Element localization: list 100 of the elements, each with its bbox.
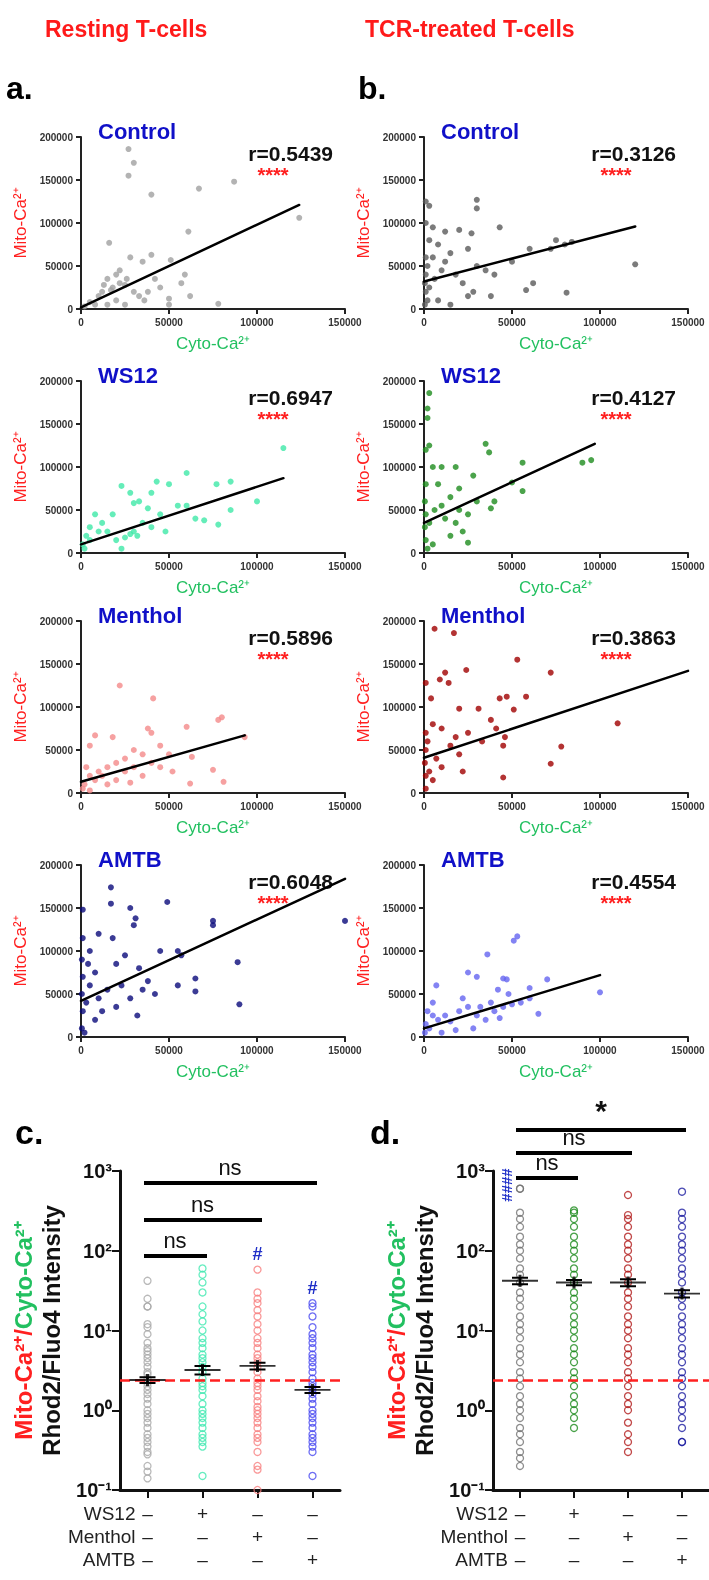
x-tick-label: + – – [196, 1503, 209, 1570]
y-tick-label: 200000 [39, 375, 74, 387]
y-tick-label: 10⁻¹ [449, 1479, 486, 1501]
annotation: **** [600, 408, 632, 430]
y-tick-label: 10² [83, 1239, 113, 1262]
x-axis-title: Cyto-Ca²⁺ [175, 818, 251, 837]
x-tick-label: 50000 [155, 316, 184, 328]
annotation: r=0.6048 [248, 869, 334, 893]
text: c. [15, 1113, 44, 1151]
x-tick-label: 150000 [328, 1044, 363, 1056]
y-tick-label: 200000 [39, 859, 74, 871]
x-tick-label: 0 [421, 800, 428, 812]
y-tick-label: 100000 [39, 461, 74, 473]
x-tick-label: 100000 [240, 800, 275, 812]
y-tick-label: 200000 [39, 615, 74, 627]
y-tick-label: 50000 [388, 260, 417, 272]
y-tick-label: 100000 [382, 461, 417, 473]
y-tick-label: 100000 [39, 217, 74, 229]
x-tick-label: 50000 [155, 560, 184, 572]
x-tick-label: 150000 [671, 316, 706, 328]
text: AMTB [82, 1549, 136, 1570]
y-axis-title: Mito-Ca²⁺ [353, 187, 373, 259]
text: a. [6, 70, 33, 106]
x-tick-label: 150000 [328, 316, 363, 328]
x-tick-label: 100000 [240, 560, 275, 572]
chart-title: Menthol [98, 602, 183, 628]
y-tick-label: 50000 [388, 744, 417, 756]
y-tick-label: 10³ [83, 1160, 113, 1182]
y-tick-label: 10⁰ [455, 1399, 485, 1422]
text: Menthol [440, 1526, 508, 1547]
annotation: r=0.4127 [591, 385, 676, 409]
y-tick-label: 200000 [382, 859, 417, 871]
chart-title: Menthol [441, 602, 526, 628]
x-axis-title: Cyto-Ca²⁺ [518, 1062, 594, 1081]
y-tick-label: 50000 [45, 260, 74, 272]
y-axis-title: Mito-Ca²⁺ [353, 915, 373, 987]
y-tick-label: 150000 [39, 902, 74, 914]
annotation: # [252, 1244, 263, 1264]
annotation: ns [190, 1192, 215, 1217]
annotation: **** [257, 408, 289, 430]
chart-title: AMTB [441, 846, 505, 872]
x-tick-label: 50000 [498, 560, 527, 572]
annotation: **** [257, 648, 289, 670]
annotation: r=0.6947 [248, 385, 333, 409]
chart-title: WS12 [441, 362, 501, 388]
x-tick-label: 100000 [583, 800, 618, 812]
chart-title: AMTB [98, 846, 162, 872]
y-tick-label: 0 [67, 1031, 74, 1043]
y-axis-title: Mito-Ca²⁺ [10, 187, 30, 259]
y-tick-label: 50000 [388, 988, 417, 1000]
text: Resting T-cells [45, 16, 208, 42]
x-tick-label: – + – [622, 1503, 634, 1570]
y-tick-label: 150000 [382, 902, 417, 914]
chart-title: Control [98, 118, 177, 144]
x-tick-label: 150000 [671, 800, 706, 812]
y-tick-label: 0 [67, 787, 74, 799]
annotation: ns [218, 1155, 242, 1180]
x-tick-label: 150000 [671, 560, 706, 572]
x-axis-title: Cyto-Ca²⁺ [175, 1062, 251, 1081]
x-tick-label: 150000 [671, 1044, 706, 1056]
x-tick-label: 0 [421, 316, 428, 328]
annotation: ns [535, 1150, 559, 1175]
x-tick-label: – – – [142, 1503, 154, 1570]
annotation: r=0.5896 [248, 625, 333, 649]
y-tick-label: 10¹ [83, 1319, 113, 1342]
annotation: **** [600, 164, 632, 186]
annotation: **** [600, 648, 632, 670]
text: b. [358, 70, 387, 106]
x-axis-title: Cyto-Ca²⁺ [518, 578, 594, 597]
y-tick-label: 150000 [382, 658, 417, 670]
x-tick-label: 100000 [583, 560, 618, 572]
y-tick-label: 10⁰ [82, 1399, 112, 1422]
y-axis-title: Mito-Ca²⁺ [353, 671, 373, 743]
y-tick-label: 100000 [382, 701, 417, 713]
text: WS12 [456, 1503, 508, 1524]
x-tick-label: 100000 [583, 1044, 618, 1056]
x-tick-label: 150000 [328, 800, 363, 812]
x-tick-label: 0 [421, 560, 428, 572]
y-tick-label: 0 [67, 303, 74, 315]
y-tick-label: 10³ [456, 1160, 486, 1182]
y-axis-title: Mito-Ca²⁺ [10, 915, 30, 987]
annotation: r=0.3126 [591, 141, 676, 165]
annotation: # [307, 1278, 318, 1298]
x-axis-title: Cyto-Ca²⁺ [175, 334, 251, 353]
y-tick-label: 100000 [382, 945, 417, 957]
y-tick-label: 0 [410, 1031, 417, 1043]
x-axis-title: Cyto-Ca²⁺ [518, 334, 594, 353]
text: WS12 [83, 1503, 136, 1524]
x-tick-label: 0 [421, 1044, 428, 1056]
y-tick-label: 150000 [39, 174, 74, 186]
y-tick-label: 0 [410, 547, 417, 559]
y-tick-label: 200000 [382, 375, 417, 387]
y-tick-label: 150000 [39, 658, 74, 670]
x-tick-label: 100000 [240, 1044, 275, 1056]
y-tick-label: 50000 [388, 504, 417, 516]
y-tick-label: 10¹ [456, 1319, 486, 1342]
y-tick-label: 50000 [45, 504, 74, 516]
x-tick-label: 100000 [240, 316, 275, 328]
y-axis-title: Mito-Ca²⁺ [10, 671, 30, 743]
y-tick-label: 150000 [382, 174, 417, 186]
